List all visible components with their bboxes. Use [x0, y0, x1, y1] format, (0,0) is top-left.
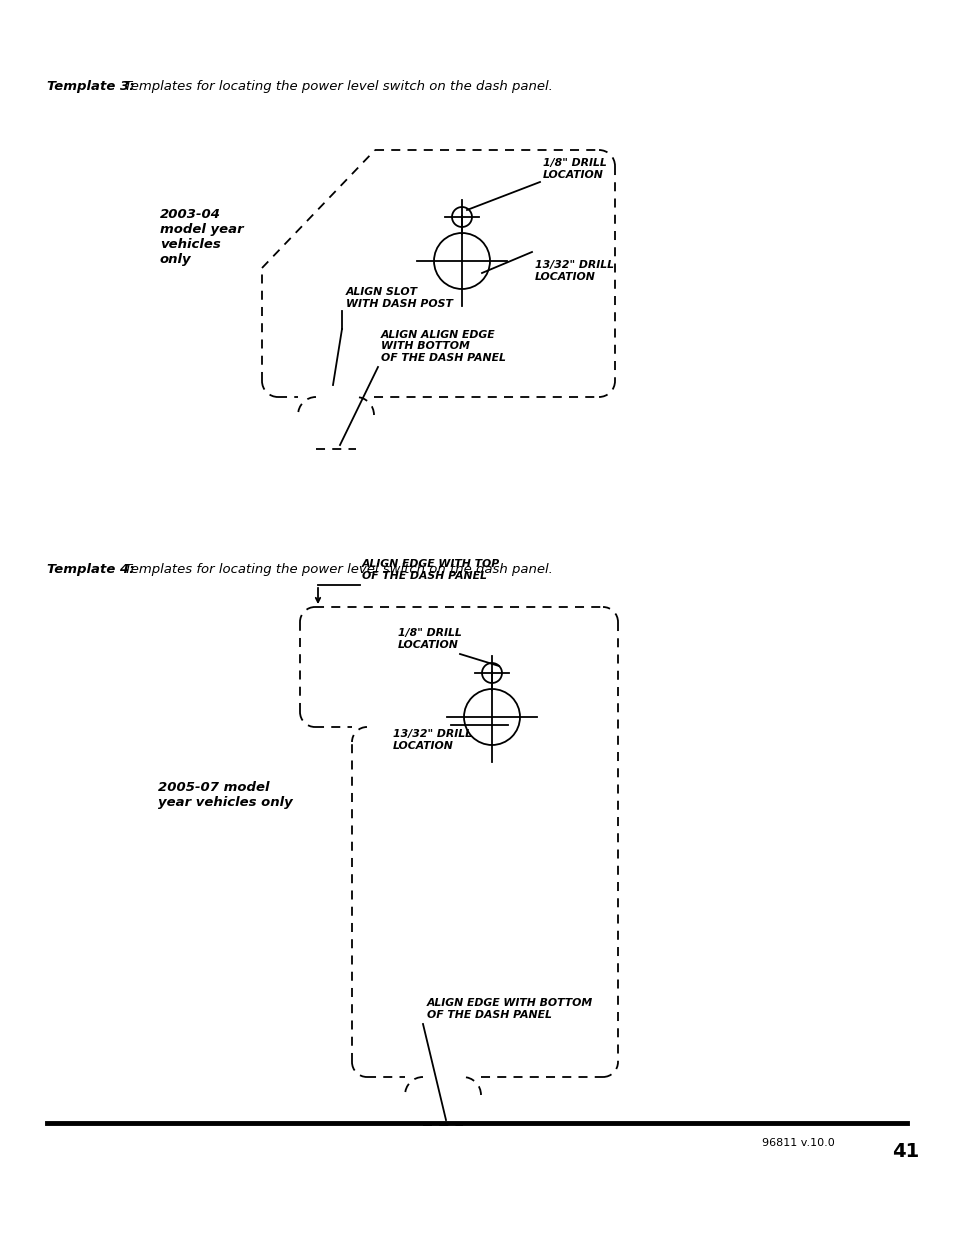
Text: ALIGN EDGE WITH TOP
OF THE DASH PANEL: ALIGN EDGE WITH TOP OF THE DASH PANEL — [361, 559, 499, 580]
Text: 13/32" DRILL
LOCATION: 13/32" DRILL LOCATION — [535, 261, 614, 282]
Text: Templates for locating the power level switch on the dash panel.: Templates for locating the power level s… — [120, 80, 553, 93]
Text: ALIGN SLOT
WITH DASH POST: ALIGN SLOT WITH DASH POST — [346, 288, 453, 309]
Text: 1/8" DRILL
LOCATION: 1/8" DRILL LOCATION — [397, 629, 461, 650]
Text: 41: 41 — [891, 1142, 919, 1161]
Text: ALIGN EDGE WITH BOTTOM
OF THE DASH PANEL: ALIGN EDGE WITH BOTTOM OF THE DASH PANEL — [427, 998, 593, 1020]
Text: Template 4:: Template 4: — [47, 563, 134, 576]
Text: 96811 v.10.0: 96811 v.10.0 — [761, 1137, 834, 1149]
Text: Template 3:: Template 3: — [47, 80, 134, 93]
Text: ALIGN ALIGN EDGE
WITH BOTTOM
OF THE DASH PANEL: ALIGN ALIGN EDGE WITH BOTTOM OF THE DASH… — [380, 330, 505, 363]
Text: 2005-07 model
year vehicles only: 2005-07 model year vehicles only — [158, 781, 293, 809]
Text: 1/8" DRILL
LOCATION: 1/8" DRILL LOCATION — [542, 158, 606, 180]
Text: 13/32" DRILL
LOCATION: 13/32" DRILL LOCATION — [393, 729, 472, 751]
Text: Templates for locating the power level switch on the dash panel.: Templates for locating the power level s… — [120, 563, 553, 576]
Text: 2003-04
model year
vehicles
only: 2003-04 model year vehicles only — [160, 207, 243, 266]
